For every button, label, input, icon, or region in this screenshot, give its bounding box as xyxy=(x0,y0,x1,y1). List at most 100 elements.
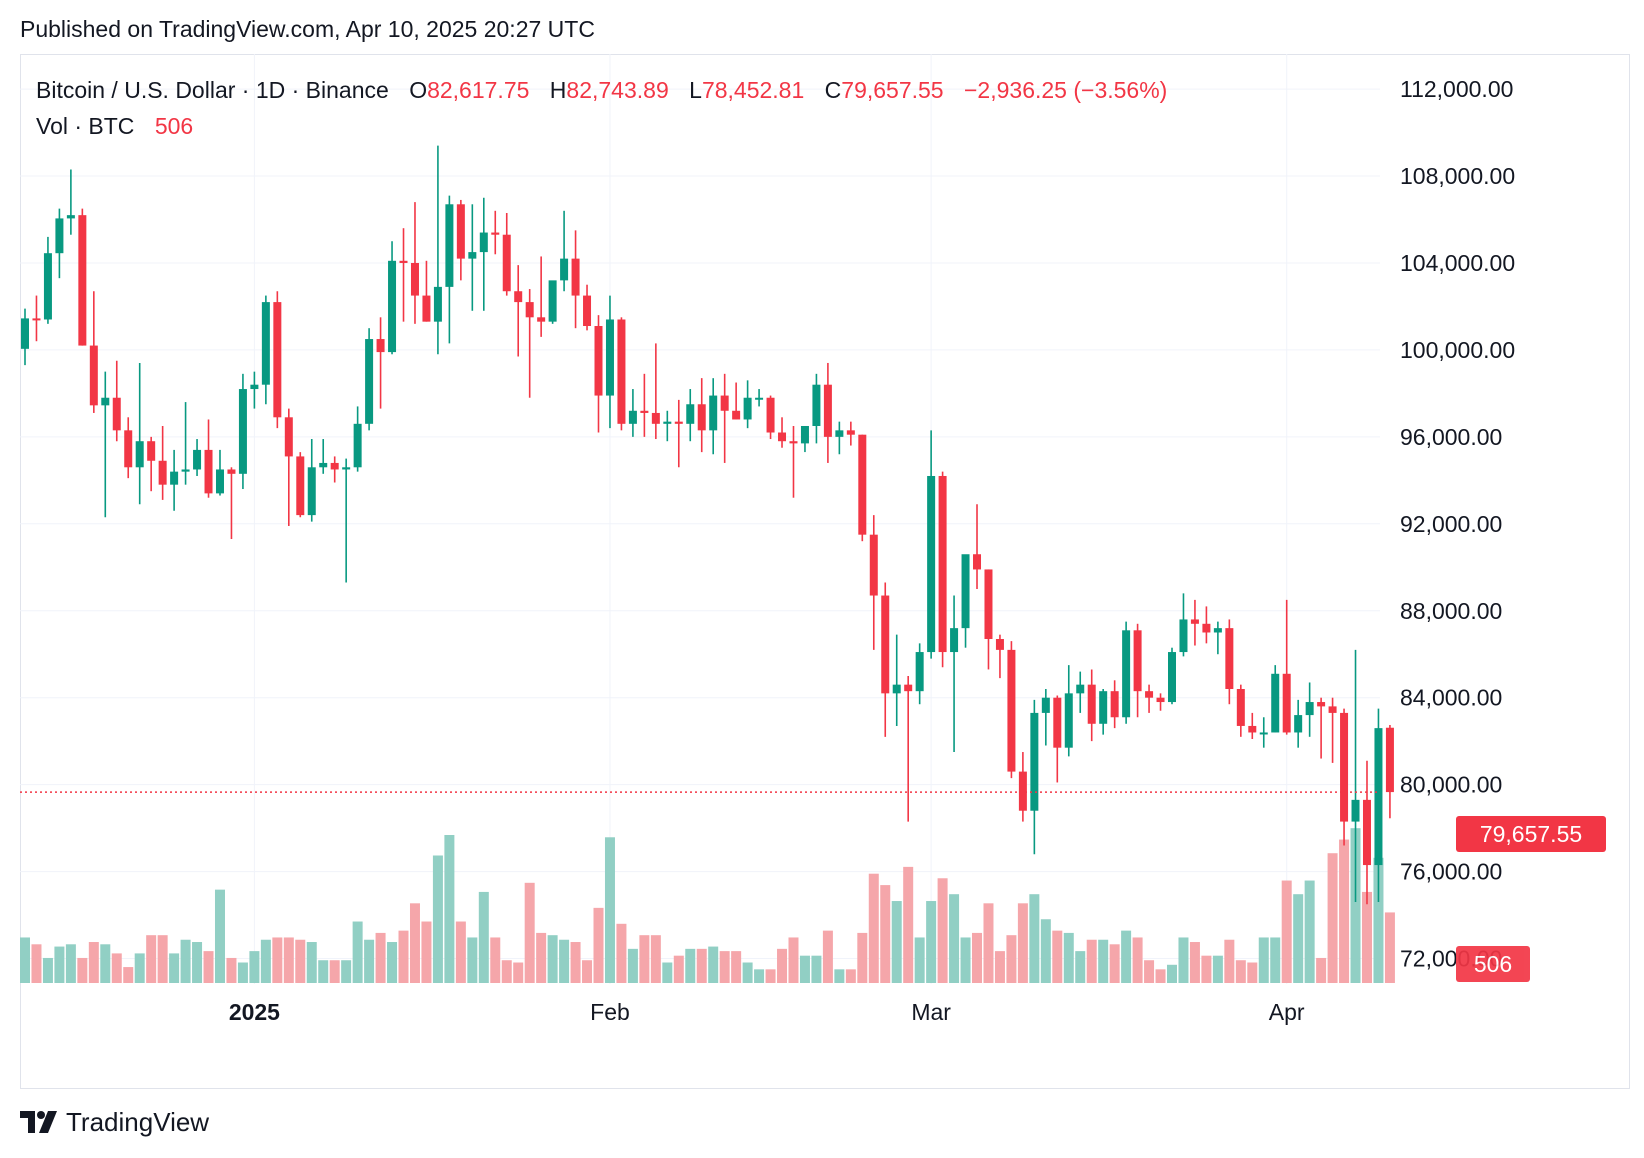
candle-body[interactable] xyxy=(135,441,144,468)
candle-body[interactable] xyxy=(1064,693,1073,748)
candle-body[interactable] xyxy=(1007,649,1016,772)
candle-body[interactable] xyxy=(319,462,328,468)
candle-body[interactable] xyxy=(1122,630,1131,718)
candle-body[interactable] xyxy=(422,295,431,322)
candle-body[interactable] xyxy=(743,397,752,420)
candle-body[interactable] xyxy=(915,652,924,692)
candle-body[interactable] xyxy=(617,319,626,424)
candle-body[interactable] xyxy=(858,434,867,535)
candle-body[interactable] xyxy=(78,215,87,346)
candle-body[interactable] xyxy=(238,389,247,474)
candle-body[interactable] xyxy=(181,469,190,472)
candle-body[interactable] xyxy=(227,469,236,474)
candle-body[interactable] xyxy=(1362,799,1371,866)
candle-body[interactable] xyxy=(537,317,546,322)
candle-body[interactable] xyxy=(1236,689,1245,726)
candle-body[interactable] xyxy=(1087,684,1096,724)
candle-body[interactable] xyxy=(112,397,121,431)
candle-body[interactable] xyxy=(1271,673,1280,733)
candle-body[interactable] xyxy=(399,260,408,263)
candle-body[interactable] xyxy=(433,286,442,322)
candle-body[interactable] xyxy=(1225,628,1234,689)
candle-body[interactable] xyxy=(755,397,764,400)
candle-body[interactable] xyxy=(605,319,614,396)
candle-body[interactable] xyxy=(938,475,947,653)
candle-body[interactable] xyxy=(800,425,809,444)
candle-body[interactable] xyxy=(950,628,959,653)
candle-body[interactable] xyxy=(456,204,465,259)
candle-body[interactable] xyxy=(766,397,775,433)
candle-body[interactable] xyxy=(904,684,913,692)
candle-body[interactable] xyxy=(43,253,52,320)
candle-body[interactable] xyxy=(1305,702,1314,716)
candle-body[interactable] xyxy=(961,554,970,629)
candle-body[interactable] xyxy=(1110,691,1119,718)
candle-body[interactable] xyxy=(823,384,832,437)
candle-body[interactable] xyxy=(170,471,179,485)
candle-body[interactable] xyxy=(193,449,202,470)
candle-body[interactable] xyxy=(651,412,660,424)
candle-body[interactable] xyxy=(892,684,901,694)
candle-body[interactable] xyxy=(1202,623,1211,633)
candle-body[interactable] xyxy=(984,569,993,640)
candle-body[interactable] xyxy=(388,260,397,353)
candle-body[interactable] xyxy=(1156,697,1165,703)
candle-body[interactable] xyxy=(445,204,454,287)
candle-body[interactable] xyxy=(778,432,787,442)
candle-body[interactable] xyxy=(1053,697,1062,748)
candle-body[interactable] xyxy=(697,404,706,431)
candle-body[interactable] xyxy=(594,326,603,396)
symbol-title[interactable]: Bitcoin / U.S. Dollar · 1D · Binance xyxy=(36,77,389,103)
candle-body[interactable] xyxy=(342,467,351,470)
candle-body[interactable] xyxy=(1374,728,1383,866)
candle-body[interactable] xyxy=(640,410,649,413)
candle-body[interactable] xyxy=(674,421,683,424)
candle-body[interactable] xyxy=(491,232,500,235)
candle-body[interactable] xyxy=(1030,712,1039,811)
candle-body[interactable] xyxy=(21,318,29,349)
candle-body[interactable] xyxy=(502,234,511,292)
candle-body[interactable] xyxy=(525,302,534,318)
candle-body[interactable] xyxy=(365,339,374,424)
candle-body[interactable] xyxy=(124,430,133,468)
candle-body[interactable] xyxy=(1018,771,1027,811)
candle-body[interactable] xyxy=(296,456,305,516)
candle-body[interactable] xyxy=(55,218,64,254)
tradingview-brand[interactable]: TradingView xyxy=(20,1106,209,1138)
candle-body[interactable] xyxy=(1041,697,1050,713)
candle-body[interactable] xyxy=(663,421,672,424)
candle-body[interactable] xyxy=(720,395,729,411)
candle-body[interactable] xyxy=(583,295,592,327)
candle-body[interactable] xyxy=(215,469,224,494)
candle-body[interactable] xyxy=(330,462,339,470)
candle-body[interactable] xyxy=(468,252,477,259)
candle-body[interactable] xyxy=(32,318,41,321)
candle-body[interactable] xyxy=(307,467,316,516)
candle-body[interactable] xyxy=(158,460,167,485)
candle-body[interactable] xyxy=(273,302,282,418)
candle-body[interactable] xyxy=(1099,691,1108,724)
candle-body[interactable] xyxy=(1328,706,1337,713)
candle-body[interactable] xyxy=(560,258,569,281)
candle-body[interactable] xyxy=(261,302,270,385)
candle-body[interactable] xyxy=(284,417,293,457)
candle-body[interactable] xyxy=(995,639,1004,650)
volume-label[interactable]: Vol · BTC xyxy=(36,113,135,139)
candle-body[interactable] xyxy=(1076,684,1085,694)
candle-body[interactable] xyxy=(1168,652,1176,703)
candle-body[interactable] xyxy=(1145,691,1154,698)
candle-body[interactable] xyxy=(628,410,637,424)
candle-body[interactable] xyxy=(846,430,855,435)
candle-body[interactable] xyxy=(147,441,156,461)
candle-body[interactable] xyxy=(548,280,557,322)
candle-body[interactable] xyxy=(835,430,844,437)
candle-body[interactable] xyxy=(571,258,580,296)
candle-body[interactable] xyxy=(1213,628,1222,633)
candle-body[interactable] xyxy=(479,232,488,253)
candle-body[interactable] xyxy=(869,534,878,596)
candle-body[interactable] xyxy=(1282,673,1291,733)
candle-body[interactable] xyxy=(514,291,523,303)
candle-body[interactable] xyxy=(1340,712,1349,822)
candle-body[interactable] xyxy=(709,395,718,431)
candle-body[interactable] xyxy=(89,345,98,406)
